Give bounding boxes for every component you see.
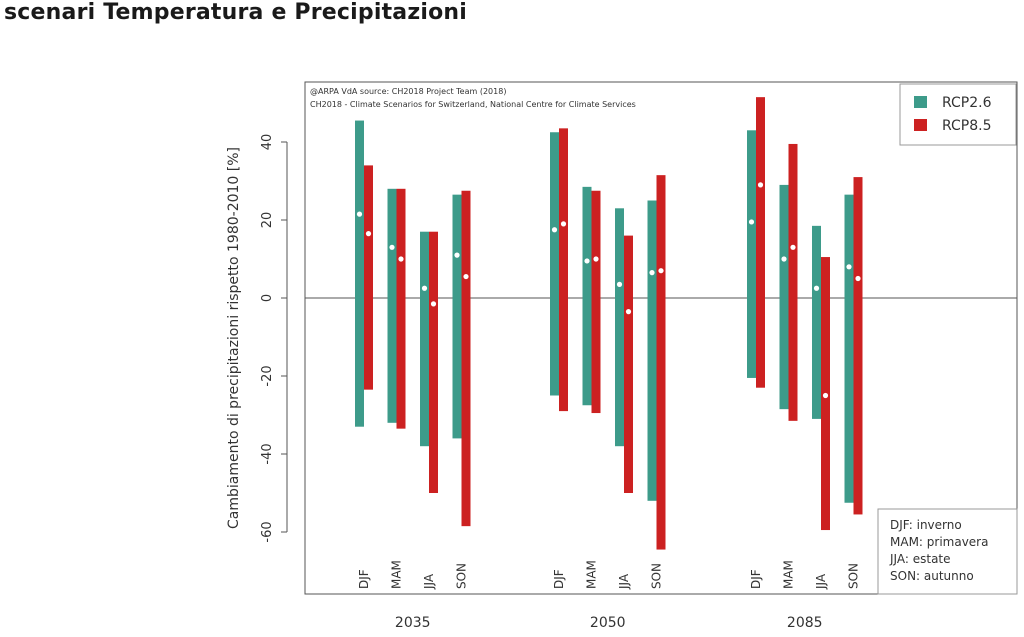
x-tick-label: 2035 bbox=[395, 615, 431, 631]
bar-series: DJF MAM JJA SON DJF MAM JJA SON DJF MAM JJA SON bbox=[355, 97, 863, 590]
bar-rcp26-2085-mam bbox=[779, 184, 789, 410]
credit-line-2: CH2018 - Climate Scenarios for Switzerla… bbox=[310, 100, 636, 109]
median-point bbox=[748, 219, 755, 225]
bar-rcp26-2035-djf bbox=[355, 120, 364, 427]
season-legend-line: MAM: primavera bbox=[890, 535, 988, 549]
bar-rcp85-2035-mam bbox=[396, 188, 406, 429]
season-legend-line: SON: autunno bbox=[890, 569, 974, 583]
median-point bbox=[430, 301, 437, 307]
median-point bbox=[846, 264, 852, 270]
y-tick-label: 40 bbox=[260, 134, 275, 151]
season-legend-line: DJF: inverno bbox=[890, 518, 962, 532]
season-label: JJA bbox=[617, 573, 631, 590]
y-tick-label: 0 bbox=[260, 294, 275, 302]
season-label: SON bbox=[455, 563, 469, 589]
x-axis: 2035 2050 2085 bbox=[395, 615, 823, 631]
season-legend-line: JJA: estate bbox=[889, 552, 951, 566]
bar-rcp85-2050-djf bbox=[559, 128, 568, 412]
season-label: DJF bbox=[552, 569, 566, 589]
median-point bbox=[649, 270, 655, 276]
bar-rcp26-2050-djf bbox=[550, 132, 559, 396]
x-tick-label: 2050 bbox=[590, 615, 626, 631]
season-label: JJA bbox=[814, 573, 828, 590]
bar-rcp85-2035-son bbox=[461, 190, 471, 527]
median-point bbox=[625, 309, 632, 315]
median-point bbox=[781, 256, 787, 262]
median-point bbox=[389, 244, 395, 250]
median-point bbox=[365, 231, 372, 237]
median-point bbox=[560, 221, 567, 227]
median-point bbox=[757, 182, 764, 188]
bar-rcp85-2085-son bbox=[853, 177, 863, 515]
bar-rcp85-2085-mam bbox=[788, 143, 798, 421]
bar-rcp26-2085-son bbox=[844, 194, 854, 503]
bar-rcp26-2085-jja bbox=[812, 225, 821, 419]
bar-rcp26-2050-mam bbox=[582, 186, 592, 406]
median-point bbox=[463, 273, 469, 280]
season-legend-box bbox=[877, 508, 1018, 595]
plot-frame bbox=[304, 81, 1018, 595]
median-point bbox=[822, 392, 829, 399]
y-tick-label: -40 bbox=[260, 443, 275, 464]
bar-rcp85-2035-djf bbox=[364, 165, 373, 390]
season-label: MAM bbox=[390, 560, 404, 589]
season-label: DJF bbox=[357, 569, 371, 589]
legend: RCP2.6 RCP8.5 bbox=[899, 83, 1017, 146]
y-tick-label: -60 bbox=[260, 521, 275, 542]
median-point bbox=[398, 256, 404, 262]
median-point bbox=[593, 256, 599, 262]
bar-rcp85-2050-mam bbox=[591, 190, 601, 414]
median-point bbox=[584, 258, 590, 264]
credit-line-1: @ARPA VdA source: CH2018 Project Team (2… bbox=[310, 87, 506, 96]
page-title: scenari Temperatura e Precipitazioni bbox=[4, 0, 468, 25]
season-label: SON bbox=[650, 563, 664, 589]
legend-swatch-rcp26 bbox=[914, 96, 927, 108]
median-point bbox=[790, 244, 796, 250]
season-label: JJA bbox=[422, 573, 436, 590]
bar-rcp26-2050-jja bbox=[615, 208, 624, 447]
legend-label-rcp26: RCP2.6 bbox=[942, 95, 992, 111]
y-tick-label: -20 bbox=[260, 365, 275, 386]
legend-swatch-rcp85 bbox=[914, 119, 927, 131]
bar-rcp85-2085-djf bbox=[756, 97, 765, 388]
bar-rcp26-2035-jja bbox=[420, 231, 429, 447]
median-point bbox=[454, 252, 460, 258]
median-point bbox=[421, 285, 428, 291]
season-legend: DJF: inverno MAM: primavera JJA: estate … bbox=[877, 508, 1018, 595]
x-tick-label: 2085 bbox=[787, 615, 823, 631]
median-point bbox=[658, 268, 664, 274]
season-label: SON bbox=[847, 563, 861, 589]
bar-rcp26-2050-son bbox=[647, 200, 657, 501]
median-point bbox=[813, 285, 820, 291]
legend-box bbox=[899, 83, 1017, 146]
season-label: MAM bbox=[585, 560, 599, 589]
y-axis: 40 20 0 -20 -40 -60 bbox=[260, 134, 288, 543]
legend-label-rcp85: RCP8.5 bbox=[942, 118, 992, 134]
bar-rcp26-2035-son bbox=[452, 194, 462, 439]
bar-rcp85-2035-jja bbox=[429, 231, 438, 493]
bar-rcp85-2050-jja bbox=[624, 235, 633, 493]
bar-rcp85-2050-son bbox=[656, 175, 666, 550]
median-point bbox=[616, 281, 623, 287]
bar-rcp26-2035-mam bbox=[387, 188, 397, 423]
bar-rcp26-2085-djf bbox=[747, 130, 756, 378]
y-axis-label: Cambiamento di precipitazioni rispetto 1… bbox=[226, 147, 242, 529]
season-label: DJF bbox=[749, 569, 763, 589]
median-point bbox=[855, 275, 861, 282]
season-label: MAM bbox=[782, 560, 796, 589]
median-point bbox=[356, 211, 363, 217]
y-tick-label: 20 bbox=[260, 212, 275, 229]
median-point bbox=[551, 227, 558, 233]
